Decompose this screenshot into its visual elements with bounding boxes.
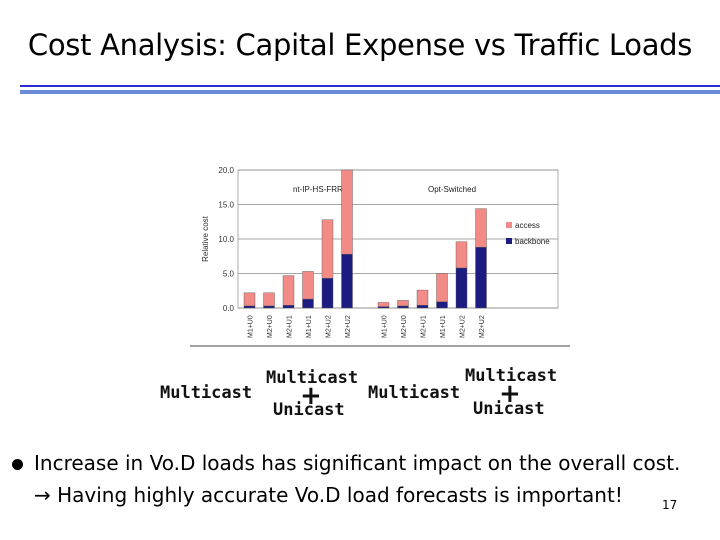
bar-access bbox=[377, 302, 390, 307]
label-plus-2: + bbox=[300, 381, 322, 411]
bar-backbone bbox=[475, 247, 487, 309]
y-tick-label: 5.0 bbox=[223, 270, 235, 279]
legend-label-access: access bbox=[515, 221, 540, 230]
bar-backbone bbox=[377, 306, 390, 309]
bar-access bbox=[397, 300, 409, 307]
panel-label: Opt-Switched bbox=[428, 185, 476, 194]
x-tick-label: M1+U1 bbox=[440, 315, 447, 338]
label-multicast-3: Multicast bbox=[368, 383, 461, 403]
y-tick-label: 15.0 bbox=[218, 201, 234, 210]
bar-backbone bbox=[321, 278, 334, 309]
x-tick-label: M1+U0 bbox=[382, 315, 389, 338]
bar-access bbox=[263, 292, 275, 307]
label-unicast-2: Unicast bbox=[273, 400, 345, 420]
bar-backbone bbox=[416, 305, 429, 309]
label-multicast-1: Multicast bbox=[160, 383, 253, 403]
y-axis-label: Relative cost bbox=[201, 215, 210, 262]
bar-backbone bbox=[302, 298, 314, 309]
x-tick-label: M1+U0 bbox=[248, 315, 255, 338]
bar-access bbox=[436, 273, 448, 302]
panel-label: nt-IP-HS-FRR bbox=[293, 185, 343, 194]
x-tick-label: M2+U1 bbox=[421, 315, 428, 338]
label-multicast-4: Multicast bbox=[465, 366, 558, 386]
x-tick-label: M2+U1 bbox=[287, 315, 294, 338]
page-number: 17 bbox=[662, 498, 678, 512]
bar-access bbox=[416, 289, 429, 306]
bar-backbone bbox=[263, 305, 275, 309]
slide-title: Cost Analysis: Capital Expense vs Traffi… bbox=[27, 28, 693, 62]
bar-access bbox=[341, 169, 353, 255]
title-rule-thin bbox=[20, 85, 720, 87]
bar-backbone bbox=[455, 267, 468, 309]
bar-backbone bbox=[341, 253, 353, 309]
x-tick-label: M2+U2 bbox=[326, 315, 333, 338]
legend-swatch-backbone bbox=[506, 238, 512, 244]
bullet-dot bbox=[12, 459, 23, 470]
label-unicast-4: Unicast bbox=[473, 399, 545, 419]
arrow-text: → Having highly accurate Vo.D load forec… bbox=[34, 483, 623, 507]
bar-backbone bbox=[282, 305, 295, 309]
bar-access bbox=[475, 208, 487, 248]
x-tick-label: M2+U0 bbox=[401, 315, 408, 338]
y-tick-label: 0.0 bbox=[223, 304, 235, 313]
y-tick-label: 20.0 bbox=[218, 166, 234, 175]
x-tick-label: M2+U2 bbox=[345, 315, 352, 338]
bar-backbone bbox=[397, 305, 409, 309]
bar-access bbox=[282, 275, 295, 306]
bar-access bbox=[455, 241, 468, 269]
label-multicast-2: Multicast bbox=[266, 368, 359, 388]
x-tick-label: M2+U0 bbox=[267, 315, 274, 338]
chart-svg: 0.0 5.0 10.0 15.0 20.0 Relative cost nt-IP-HS-… bbox=[190, 166, 570, 347]
x-tick-label: M2+U2 bbox=[460, 315, 467, 338]
y-tick-label: 10.0 bbox=[218, 235, 234, 244]
x-tick-label: M1+U1 bbox=[306, 315, 313, 338]
legend-label-backbone: backbone bbox=[515, 237, 550, 246]
bar-access bbox=[321, 219, 334, 279]
bullet-text: Increase in Vo.D loads has significant i… bbox=[34, 451, 681, 475]
bar-backbone bbox=[436, 301, 448, 309]
legend-swatch-access bbox=[506, 222, 512, 228]
bar-access bbox=[243, 292, 256, 307]
cost-chart: 0.0 5.0 10.0 15.0 20.0 Relative cost nt-IP-HS-… bbox=[188, 158, 572, 348]
bar-access bbox=[302, 271, 314, 300]
x-tick-label: M2+U2 bbox=[479, 315, 486, 338]
title-rule-thick bbox=[20, 90, 720, 94]
label-plus-4: + bbox=[499, 379, 521, 409]
bar-backbone bbox=[243, 305, 256, 309]
